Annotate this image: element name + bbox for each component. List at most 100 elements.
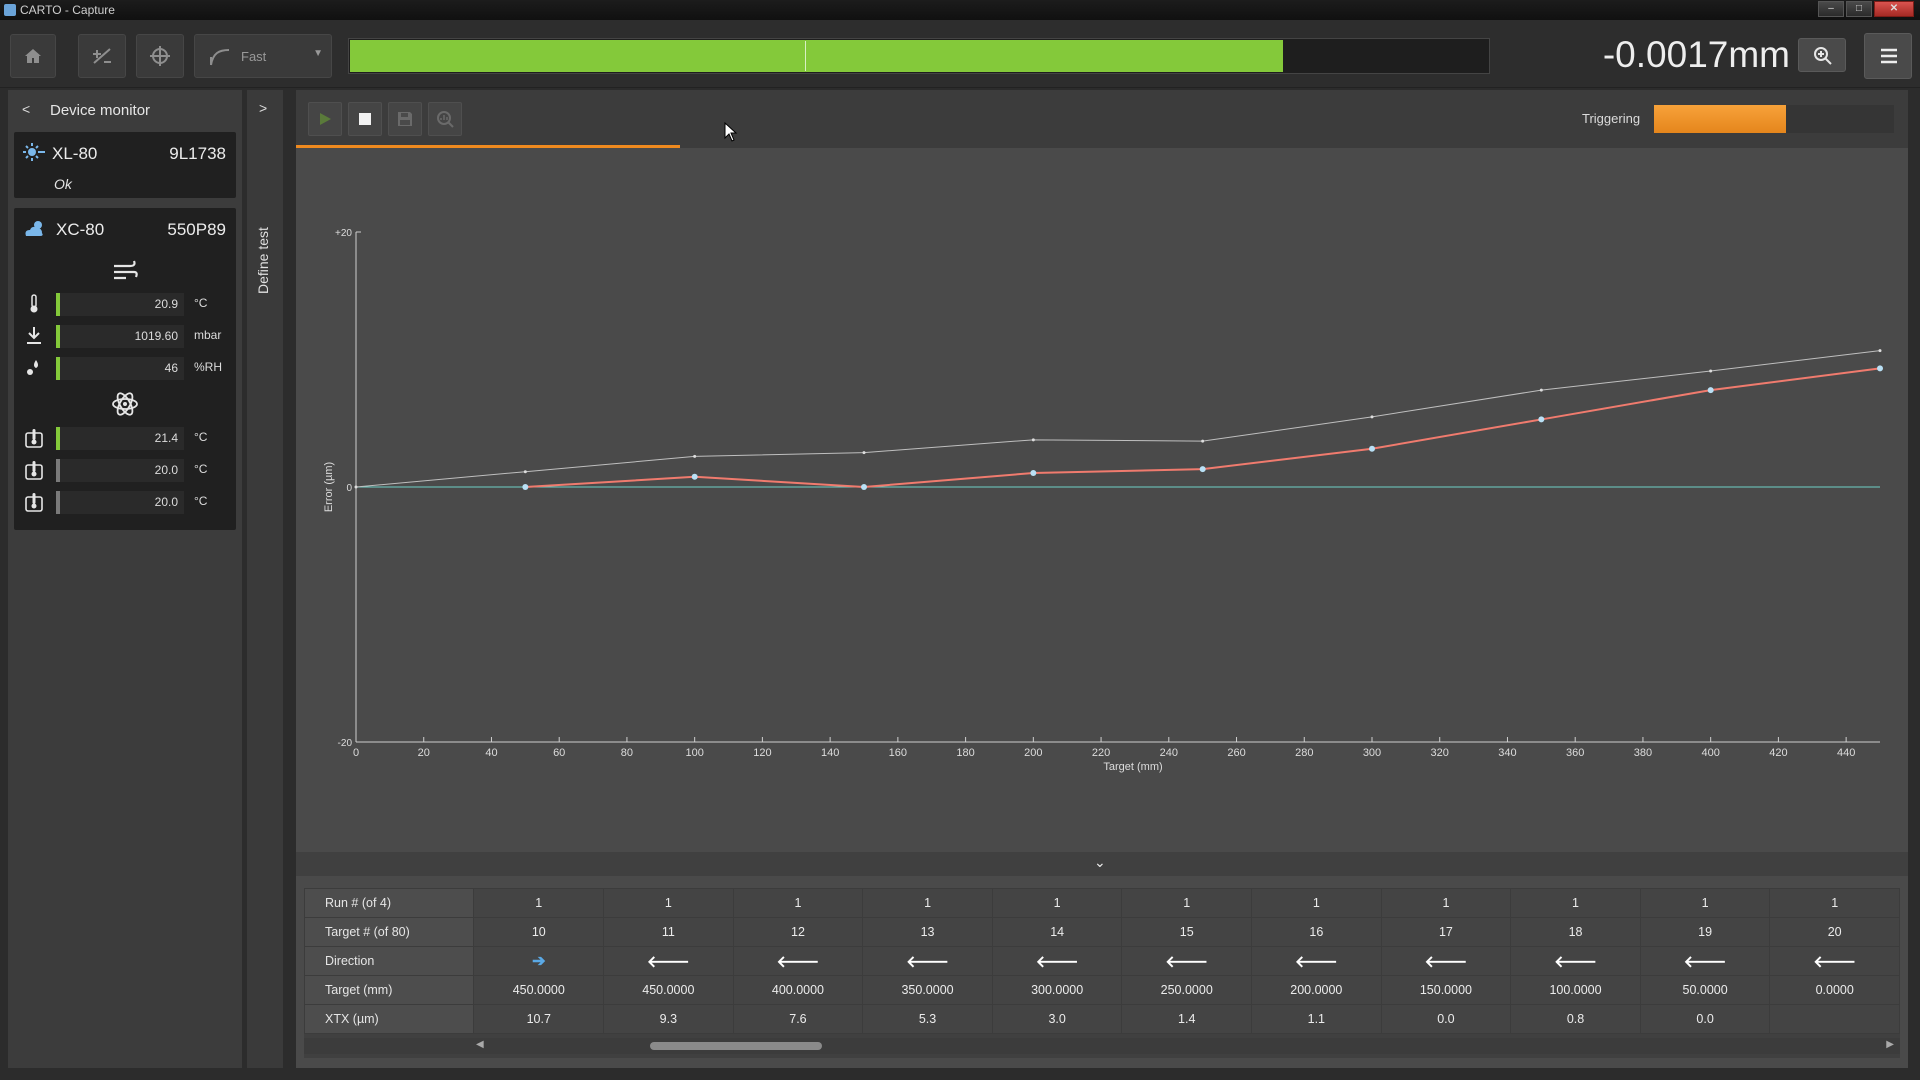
data-point: [1878, 349, 1882, 353]
table-cell: 20: [1769, 917, 1900, 947]
data-point: [1539, 388, 1543, 392]
table-cell: 250.0000: [1121, 975, 1253, 1005]
x-tick-label: 400: [1701, 747, 1719, 759]
y-axis-label: Error (µm): [323, 462, 335, 512]
close-button[interactable]: ✕: [1874, 1, 1914, 17]
arrow-left-icon: 🡐: [1121, 946, 1253, 976]
x-tick-label: 260: [1227, 747, 1245, 759]
speed-select[interactable]: Fast ▼: [194, 34, 332, 78]
material-temp-row-2: 20.0 °C: [14, 458, 236, 482]
data-point: [523, 470, 527, 474]
table-cell: 300.0000: [991, 975, 1123, 1005]
results-table-container: Run # (of 4) 1 1 1 1 1 1 1 1 1 1 1 Target # (of 80)…: [303, 888, 1900, 1058]
minimize-button[interactable]: –: [1818, 1, 1844, 17]
plus-minus-button[interactable]: [78, 34, 126, 78]
target-button[interactable]: [136, 34, 184, 78]
level-indicator: [56, 357, 60, 380]
home-button[interactable]: [10, 34, 56, 78]
direction-glyph: ➔: [532, 953, 546, 970]
material-temp-row-3: 20.0 °C: [14, 490, 236, 514]
y-tick-label: +20: [335, 228, 352, 239]
direction-glyph: 🡐: [1813, 953, 1857, 971]
x-tick-label: 240: [1160, 747, 1178, 759]
table-cell: 1: [862, 888, 993, 918]
table-row-run: Run # (of 4) 1 1 1 1 1 1 1 1 1 1 1: [303, 888, 1900, 918]
x-tick-label: 220: [1092, 747, 1110, 759]
direction-glyph: 🡐: [906, 953, 949, 971]
save-button[interactable]: [388, 102, 422, 136]
mouse-cursor-icon: [724, 122, 738, 142]
x-tick-label: 360: [1566, 747, 1584, 759]
analyze-icon: [437, 111, 454, 128]
material-temp-unit-1: °C: [194, 430, 208, 444]
stop-icon: [359, 113, 371, 125]
title-bar: CARTO - Capture – □ ✕: [0, 0, 1920, 20]
x-tick-label: 20: [418, 747, 430, 759]
table-cell: 450.0000: [603, 975, 734, 1005]
zoom-readout-button[interactable]: [1798, 38, 1846, 72]
capture-progress-underline: [296, 145, 680, 148]
material-temp-unit-2: °C: [194, 462, 208, 476]
x-tick-label: 80: [621, 747, 633, 759]
table-cell: 1: [991, 888, 1123, 918]
table-cell: 100.0000: [1510, 975, 1641, 1005]
direction-glyph: 🡐: [1424, 953, 1468, 971]
arrow-left-icon: 🡐: [991, 946, 1123, 976]
define-test-tab[interactable]: > Define test: [247, 90, 283, 1068]
hamburger-icon: [1881, 48, 1897, 64]
chevron-right-icon[interactable]: >: [259, 100, 268, 116]
table-cell: 1: [473, 888, 605, 918]
arrow-right-icon: ➔: [473, 946, 605, 976]
direction-glyph: 🡐: [646, 953, 690, 971]
xc80-card: XC-80 550P89 20.9 °C 1019.60 mbar 46 %RH: [14, 208, 236, 530]
device-monitor-header[interactable]: < Device monitor: [8, 90, 242, 130]
laser-icon: [23, 143, 45, 161]
chevron-left-icon[interactable]: <: [22, 101, 31, 117]
table-row-target-mm: Target (mm) 450.0000 450.0000 400.0000 350.0…: [303, 975, 1900, 1005]
arrow-left-icon: 🡐: [603, 946, 734, 976]
chevron-down-icon: ▼: [313, 48, 323, 59]
speed-curve-icon: [210, 49, 230, 66]
table-cell: 18: [1510, 917, 1641, 947]
direction-glyph: 🡐: [1035, 953, 1079, 971]
capture-toolbar: Triggering: [296, 90, 1908, 148]
table-row-target-num: Target # (of 80) 10 11 12 13 14 15 16 17 18 19 20: [303, 917, 1900, 947]
device-monitor-panel: < Device monitor XL-80 9L1738 Ok XC-80 5…: [8, 90, 242, 1068]
scroll-thumb[interactable]: [650, 1042, 822, 1050]
xc80-serial: 550P89: [167, 220, 226, 239]
menu-button[interactable]: [1864, 33, 1912, 79]
scroll-left-icon[interactable]: ◀: [476, 1039, 484, 1050]
progress-fill: [350, 40, 1283, 72]
analyze-button[interactable]: [428, 102, 462, 136]
start-button[interactable]: [308, 102, 342, 136]
air-temperature-value: 20.9: [154, 297, 178, 311]
air-pressure-row: 1019.60 mbar: [14, 324, 236, 348]
row-header-target-mm: Target (mm): [303, 975, 475, 1005]
table-collapse-bar[interactable]: ⌄: [296, 852, 1908, 876]
air-temperature-row: 20.9 °C: [14, 292, 236, 316]
data-point: [1709, 369, 1713, 373]
table-cell: 1.1: [1251, 1004, 1382, 1034]
table-horizontal-scrollbar[interactable]: ◀ ▶: [304, 1038, 1900, 1054]
table-cell: 450.0000: [473, 975, 605, 1005]
xl80-status: Ok: [54, 176, 72, 192]
x-tick-label: 380: [1634, 747, 1652, 759]
material-temp-value-1: 21.4: [154, 431, 178, 445]
table-cell: 11: [603, 917, 734, 947]
maximize-button[interactable]: □: [1846, 1, 1872, 17]
level-indicator: [56, 459, 60, 482]
table-cell: 400.0000: [732, 975, 864, 1005]
arrow-left-icon: 🡐: [1380, 946, 1512, 976]
data-point: [1201, 439, 1205, 443]
y-tick-label: -20: [338, 738, 353, 749]
table-cell: 7.6: [732, 1004, 864, 1034]
direction-glyph: 🡐: [1554, 953, 1597, 971]
scroll-right-icon[interactable]: ▶: [1886, 1039, 1894, 1050]
play-icon: [320, 113, 331, 125]
chevron-down-icon[interactable]: ⌄: [1094, 854, 1106, 870]
material-temp-bar-3: 20.0: [56, 491, 184, 514]
speed-label: Fast: [241, 49, 267, 64]
stop-button[interactable]: [348, 102, 382, 136]
x-tick-label: 300: [1363, 747, 1381, 759]
material-temp-icon: [25, 461, 43, 480]
